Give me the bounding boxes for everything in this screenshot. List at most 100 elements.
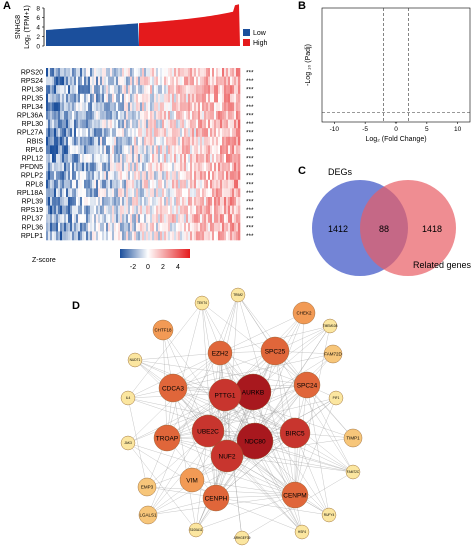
heatmap-cell — [202, 171, 205, 181]
heatmap-cell — [72, 222, 75, 232]
heatmap-cell — [170, 205, 173, 215]
heatmap-cell — [180, 93, 183, 103]
heatmap-cell — [112, 68, 115, 77]
heatmap-cell — [58, 154, 61, 163]
heatmap-cell — [148, 68, 151, 77]
heatmap-cell — [68, 76, 71, 86]
heatmap-cell — [68, 111, 71, 120]
heatmap-cell — [168, 162, 171, 172]
heatmap-cell — [156, 179, 159, 189]
heatmap-cell — [94, 68, 97, 77]
heatmap-cell — [162, 93, 165, 103]
heatmap-cell — [116, 179, 119, 189]
heatmap-cell — [84, 93, 87, 103]
heatmap-cell — [194, 222, 197, 232]
heatmap-cell — [90, 136, 93, 146]
heatmap-cell — [196, 85, 199, 95]
heatmap-cell — [146, 171, 149, 181]
heatmap-cell — [194, 85, 197, 95]
heatmap-cell — [122, 197, 125, 206]
heatmap-cell — [134, 188, 137, 198]
heatmap-cell — [86, 85, 89, 95]
panel-d-letter: D — [72, 300, 80, 312]
heatmap-cell — [186, 162, 189, 172]
heatmap-cell — [130, 68, 133, 77]
heatmap-cell — [234, 197, 237, 206]
heatmap-cell — [70, 154, 73, 163]
heatmap-cell — [60, 93, 63, 103]
heatmap-cell — [64, 111, 67, 120]
heatmap-cell — [96, 188, 99, 198]
network-node-label: IL4 — [126, 396, 131, 400]
heatmap-cell — [210, 136, 213, 146]
heatmap-cell — [182, 179, 185, 189]
heatmap-cell — [226, 128, 229, 138]
heatmap-cell — [212, 214, 215, 224]
heatmap-cell — [218, 222, 221, 232]
heatmap-cell — [182, 102, 185, 112]
heatmap-cell — [144, 145, 147, 155]
heatmap-cell — [190, 171, 193, 181]
heatmap-cell — [204, 145, 207, 155]
heatmap-cell — [156, 188, 159, 198]
heatmap-cell — [218, 93, 221, 103]
heatmap-cell — [54, 179, 57, 189]
heatmap-cell — [238, 197, 241, 206]
heatmap-cell — [86, 197, 89, 206]
heatmap-cell — [164, 222, 167, 232]
heatmap-cell — [220, 205, 223, 215]
heatmap-cell — [166, 145, 169, 155]
heatmap-cell — [88, 162, 91, 172]
heatmap-cell — [82, 136, 85, 146]
heatmap-cell — [76, 119, 79, 129]
heatmap-cell — [112, 231, 115, 241]
network-node-label: NDC80 — [244, 438, 266, 445]
heatmap-cell — [162, 76, 165, 86]
heatmap-cell — [50, 154, 53, 163]
heatmap-cell — [90, 111, 93, 120]
heatmap-cell — [46, 136, 49, 146]
network-node — [188, 522, 204, 538]
heatmap-cell — [86, 68, 89, 77]
heatmap-cell — [50, 111, 53, 120]
heatmap-cell — [196, 128, 199, 138]
heatmap-cell — [150, 68, 153, 77]
heatmap-cell — [98, 145, 101, 155]
heatmap-cell — [196, 154, 199, 163]
heatmap-cell — [190, 119, 193, 129]
heatmap-cell — [136, 76, 139, 86]
heatmap-cell — [182, 197, 185, 206]
heatmap-cell — [66, 188, 69, 198]
heatmap-cell — [218, 85, 221, 95]
heatmap-cell — [234, 179, 237, 189]
heatmap-cell — [56, 102, 59, 112]
heatmap-cell — [108, 68, 111, 77]
heatmap-cell — [108, 76, 111, 86]
heatmap-cell — [216, 222, 219, 232]
heatmap-cell — [46, 214, 49, 224]
heatmap-cell — [156, 205, 159, 215]
heatmap-cell — [206, 197, 209, 206]
heatmap-cell — [180, 197, 183, 206]
heatmap-cell — [154, 179, 157, 189]
heatmap-cell — [198, 162, 201, 172]
heatmap-cell — [52, 205, 55, 215]
heatmap-cell — [70, 171, 73, 181]
heatmap-cell — [232, 68, 235, 77]
heatmap-cell — [226, 154, 229, 163]
heatmap-cell — [216, 231, 219, 241]
heatmap-cell — [228, 162, 231, 172]
heatmap-cell — [156, 145, 159, 155]
heatmap-cell — [114, 179, 117, 189]
heatmap-cell — [126, 128, 129, 138]
heatmap-cell — [214, 136, 217, 146]
heatmap-cell — [102, 222, 105, 232]
heatmap-cell — [114, 85, 117, 95]
heatmap-cell — [112, 85, 115, 95]
heatmap-cell — [182, 222, 185, 232]
heatmap-cell — [134, 93, 137, 103]
network-node-label: VIM — [186, 477, 198, 484]
heatmap-cell — [224, 214, 227, 224]
heatmap-cell — [152, 119, 155, 129]
heatmap-cell — [54, 205, 57, 215]
